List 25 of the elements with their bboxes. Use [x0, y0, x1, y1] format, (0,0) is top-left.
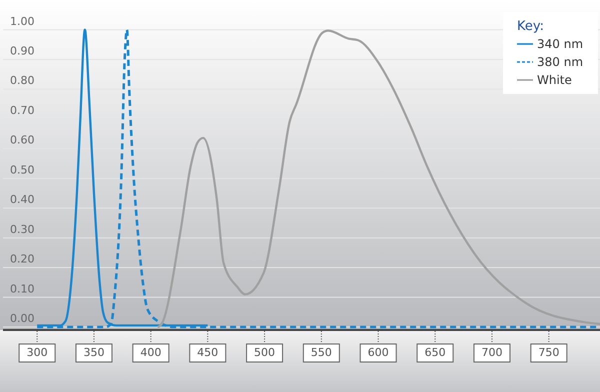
y-tick-label: 1.00 [10, 14, 34, 28]
y-tick-label: 0.00 [10, 312, 34, 326]
y-tick-label: 0.70 [10, 104, 34, 117]
y-tick-label: 0.10 [10, 282, 34, 296]
y-tick-label: 0.60 [10, 134, 34, 147]
y-tick-label: 0.20 [10, 252, 34, 266]
y-tick-label: 0.80 [10, 74, 34, 88]
y-tick-label: 0.40 [10, 193, 34, 206]
y-tick-label: 0.30 [10, 222, 34, 236]
x-tick-label: 550 [310, 346, 332, 360]
x-tick-label: 600 [368, 346, 389, 360]
legend-label: White [537, 73, 572, 87]
legend-label: 340 nm [537, 37, 584, 51]
x-tick-label: 300 [26, 346, 48, 360]
x-tick-label: 650 [424, 346, 446, 360]
y-tick-label: 0.50 [10, 163, 34, 176]
x-tick-label: 750 [538, 346, 560, 360]
x-tick-label: 450 [197, 346, 218, 360]
x-tick-label: 350 [83, 346, 104, 360]
x-tick-label: 700 [481, 346, 502, 360]
x-tick-label: 400 [140, 346, 162, 360]
y-tick-label: 0.90 [10, 44, 34, 58]
legend-title: Key: [517, 19, 544, 34]
x-tick-label: 500 [254, 346, 276, 360]
legend-label: 380 nm [537, 55, 584, 69]
